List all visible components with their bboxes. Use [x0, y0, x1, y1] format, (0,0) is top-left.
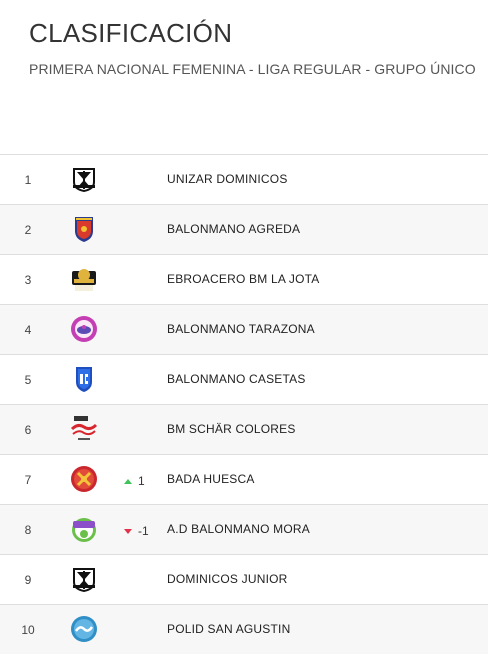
- page-title: CLASIFICACIÓN: [29, 18, 233, 48]
- team-name[interactable]: BM SCHÄR COLORES: [167, 422, 296, 436]
- standings-table: 1 UNIZAR DOMINICOS 2 BALONMANO AG: [0, 154, 488, 654]
- team-name[interactable]: BALONMANO TARAZONA: [167, 322, 315, 336]
- team-name[interactable]: A.D BALONMANO MORA: [167, 522, 310, 536]
- trend-value: -1: [138, 524, 149, 538]
- dominicos-crest-icon: [70, 565, 98, 593]
- standings-row[interactable]: 3 EBROACERO BM LA JOTA: [0, 254, 488, 304]
- trend-indicator: 1: [124, 455, 145, 505]
- team-name[interactable]: UNIZAR DOMINICOS: [167, 172, 288, 186]
- position-number: 10: [21, 623, 35, 637]
- standings-row[interactable]: 6 BM SCHÄR COLORES: [0, 404, 488, 454]
- standings-row[interactable]: 7 1 BADA HUESCA: [0, 454, 488, 504]
- standings-row[interactable]: 2 BALONMANO AGREDA: [0, 204, 488, 254]
- team-name[interactable]: DOMINICOS JUNIOR: [167, 572, 288, 586]
- standings-row[interactable]: 8 -1 A.D BALONMANO MORA: [0, 504, 488, 554]
- tarazona-badge-icon: [70, 315, 98, 343]
- bada-huesca-badge-icon: [70, 465, 98, 493]
- standings-row[interactable]: 5 BALONMANO CASETAS: [0, 354, 488, 404]
- trend-value: 1: [138, 474, 145, 488]
- position-number: 6: [24, 423, 32, 437]
- position-number: 2: [24, 223, 32, 237]
- team-name[interactable]: BADA HUESCA: [167, 472, 255, 486]
- position-number: 5: [24, 373, 32, 387]
- position-number: 1: [24, 173, 32, 187]
- position-number: 4: [24, 323, 32, 337]
- agreda-shield-icon: [70, 215, 98, 243]
- standings-row[interactable]: 1 UNIZAR DOMINICOS: [0, 154, 488, 204]
- san-agustin-badge-icon: [70, 615, 98, 643]
- team-name[interactable]: EBROACERO BM LA JOTA: [167, 272, 320, 286]
- arrow-up-icon: [124, 479, 132, 485]
- arrow-down-icon: [124, 529, 132, 535]
- dominicos-crest-icon: [70, 165, 98, 193]
- position-number: 7: [24, 473, 32, 487]
- team-name[interactable]: BALONMANO CASETAS: [167, 372, 306, 386]
- la-jota-crest-icon: [70, 265, 98, 293]
- position-number: 8: [24, 523, 32, 537]
- casetas-shield-icon: [70, 365, 98, 393]
- page-header: CLASIFICACIÓN PRIMERA NACIONAL FEMENINA …: [29, 16, 479, 78]
- competition-subtitle: PRIMERA NACIONAL FEMENINA - LIGA REGULAR…: [29, 61, 476, 77]
- standings-row[interactable]: 9 DOMINICOS JUNIOR: [0, 554, 488, 604]
- mora-badge-icon: [70, 515, 98, 543]
- team-name[interactable]: POLID SAN AGUSTIN: [167, 622, 291, 636]
- standings-row[interactable]: 4 BALONMANO TARAZONA: [0, 304, 488, 354]
- standings-row[interactable]: 10 POLID SAN AGUSTIN: [0, 604, 488, 654]
- trend-indicator: -1: [124, 505, 149, 555]
- position-number: 9: [24, 573, 32, 587]
- schar-colores-logo-icon: [70, 415, 98, 443]
- position-number: 3: [24, 273, 32, 287]
- team-name[interactable]: BALONMANO AGREDA: [167, 222, 301, 236]
